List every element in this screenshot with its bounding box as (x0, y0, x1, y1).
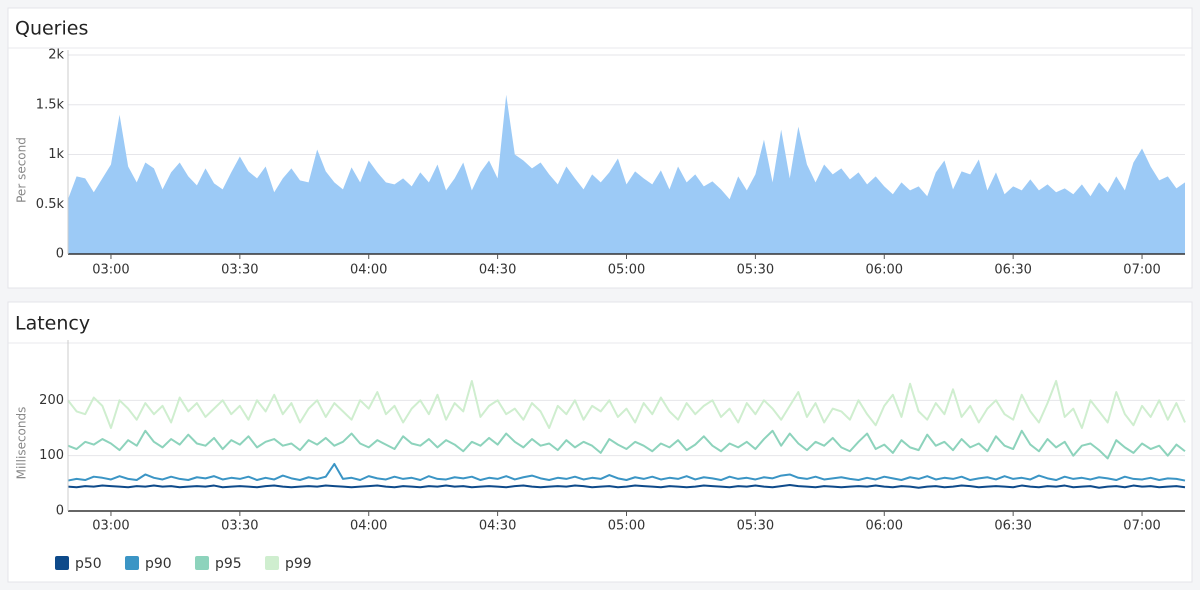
x-tick-label: 04:30 (479, 263, 516, 278)
x-tick-label: 06:30 (994, 263, 1031, 278)
x-tick-label: 03:00 (92, 519, 129, 534)
line (67, 429, 1186, 460)
x-tick-label: 06:00 (866, 519, 903, 534)
x-tick-label: 05:30 (737, 263, 774, 278)
x-tick-label: 07:00 (1123, 519, 1160, 534)
line (67, 379, 1186, 429)
x-tick-label: 05:00 (608, 263, 645, 278)
x-tick-label: 07:00 (1123, 263, 1160, 278)
x-tick-label: 03:30 (221, 263, 258, 278)
x-tick-label: 05:00 (608, 519, 645, 534)
plots: 0 0.5k 1k 1.5k 2k Per second 03:00 03:30 04:00 04… (15, 48, 1186, 572)
legend-label: p50 (75, 556, 102, 572)
x-tick-label: 04:00 (350, 263, 387, 278)
y-tick-label: 0.5k (36, 197, 65, 212)
y-tick-label: 0 (56, 504, 64, 519)
y-axis-label: Per second (15, 137, 29, 203)
x-tick-label: 04:30 (479, 519, 516, 534)
legend-label: p95 (215, 556, 242, 572)
legend-swatch (125, 556, 139, 570)
x-tick-label: 03:30 (221, 519, 258, 534)
panel-title: Queries (15, 18, 88, 40)
x-tick-label: 04:00 (350, 519, 387, 534)
latency-panel (7, 301, 1193, 583)
x-tick-label: 06:00 (866, 263, 903, 278)
legend-swatch (55, 556, 69, 570)
x-tick-label: 06:30 (994, 519, 1031, 534)
panel-title: Latency (15, 313, 90, 335)
x-tick-label: 05:30 (737, 519, 774, 534)
area (68, 94, 1185, 254)
y-tick-label: 1k (48, 147, 64, 162)
y-tick-label: 200 (39, 393, 64, 408)
y-tick-label: 1.5k (36, 97, 65, 112)
legend-label: p90 (145, 556, 172, 572)
legend-swatch (195, 556, 209, 570)
y-tick-label: 0 (56, 247, 64, 262)
y-tick-label: 100 (39, 448, 64, 463)
y-tick-label: 2k (48, 48, 64, 63)
line (67, 462, 1186, 482)
legend-label: p99 (285, 556, 312, 572)
x-tick-label: 03:00 (92, 263, 129, 278)
legend-swatch (265, 556, 279, 570)
y-axis-label: Milliseconds (15, 407, 29, 480)
line (67, 483, 1186, 489)
